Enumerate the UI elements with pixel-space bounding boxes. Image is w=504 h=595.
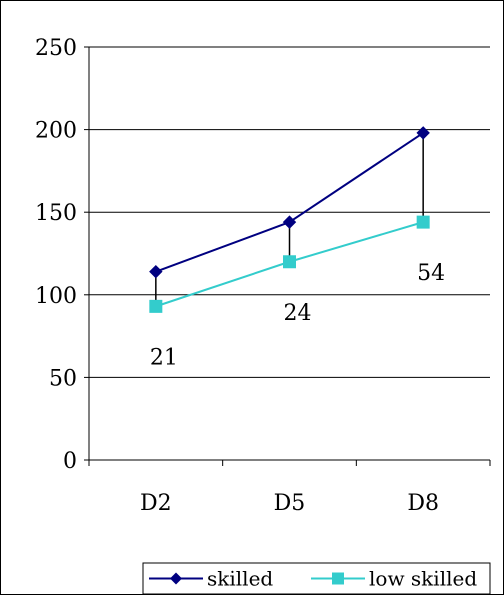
- data-point-square: [149, 299, 163, 313]
- legend-label-skilled: skilled: [207, 567, 273, 591]
- legend-marker-diamond: [170, 572, 182, 585]
- x-tick-label: D2: [140, 491, 172, 516]
- legend-label-low-skilled: low skilled: [369, 567, 477, 591]
- legend-marker-square: [332, 572, 344, 585]
- gridlines: [89, 46, 490, 378]
- y-tick-label: 200: [35, 119, 77, 144]
- y-tick-label: 100: [35, 284, 77, 309]
- data-point-square: [416, 215, 430, 229]
- y-tick-label: 50: [49, 366, 77, 391]
- y-tick-label: 250: [35, 36, 77, 61]
- legend: skilled low skilled: [142, 562, 491, 595]
- data-point-diamond: [416, 126, 430, 140]
- data-point-diamond: [149, 264, 163, 279]
- gap-annotations: 21 24 54: [150, 261, 445, 370]
- series: [149, 126, 430, 313]
- gap-annotation: 21: [150, 345, 178, 370]
- y-tick-labels: 0 50 100 150 200 250: [35, 36, 77, 474]
- y-tick-label: 0: [63, 449, 77, 474]
- data-point-diamond: [282, 215, 297, 229]
- x-tick-labels: D2 D5 D8: [140, 491, 439, 516]
- data-point-square: [283, 255, 296, 269]
- y-tick-label: 150: [35, 201, 77, 226]
- gap-annotation: 54: [417, 261, 445, 286]
- axes: [84, 46, 491, 466]
- x-tick-label: D5: [274, 491, 306, 516]
- x-tick-label: D8: [407, 491, 439, 516]
- gap-annotation: 24: [284, 301, 312, 326]
